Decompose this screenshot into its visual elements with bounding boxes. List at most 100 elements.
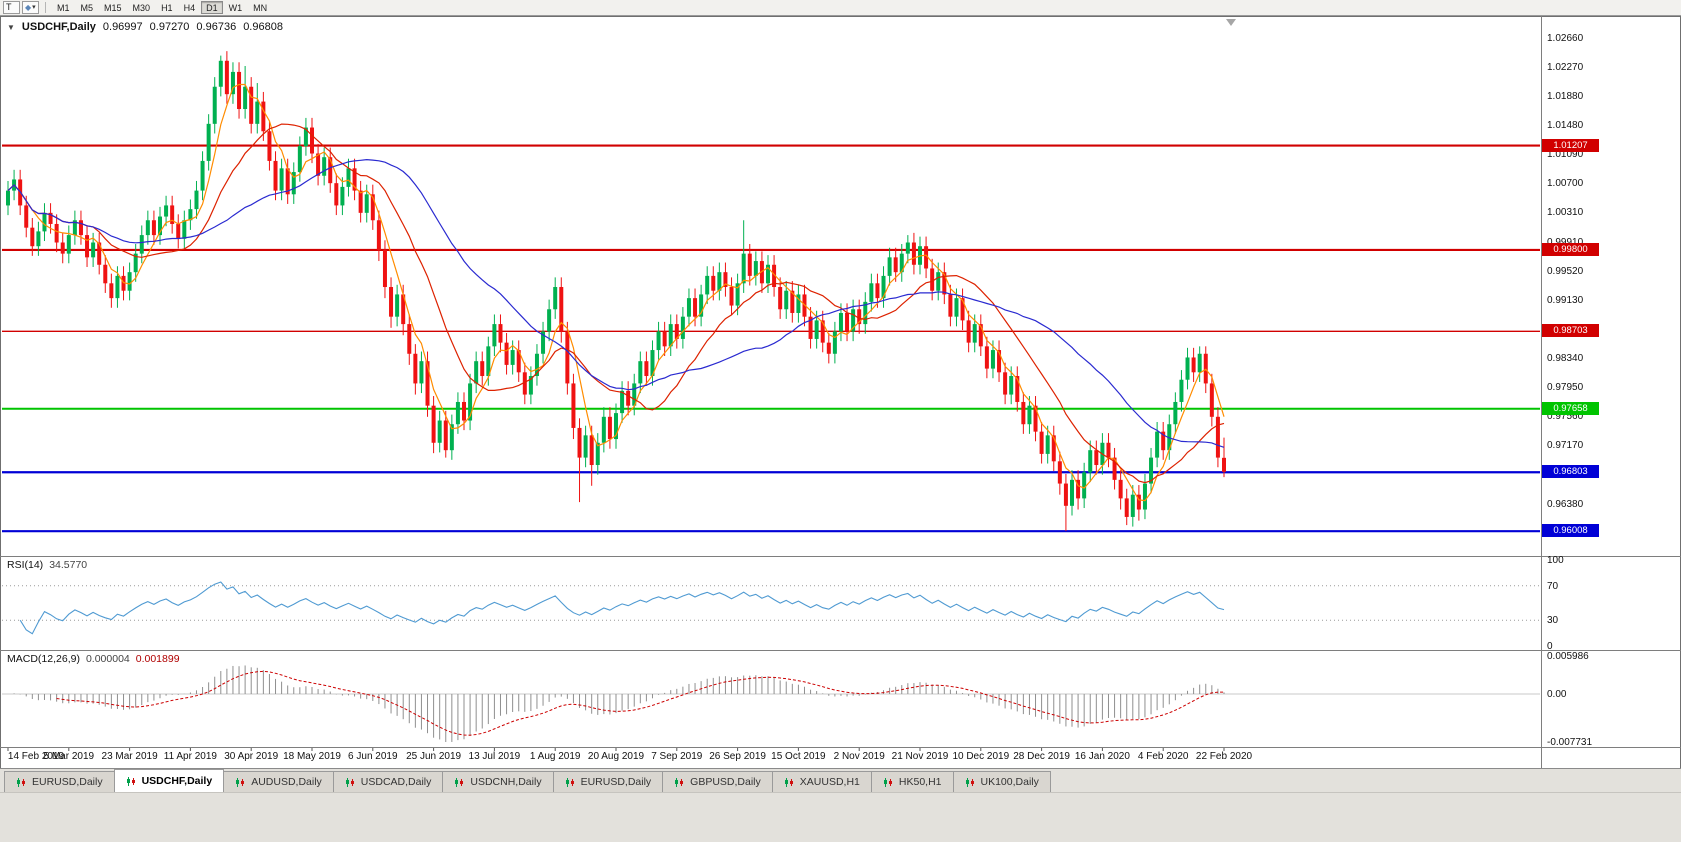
text-tool-button[interactable]: T bbox=[3, 1, 20, 14]
timeframe-button-h4[interactable]: H4 bbox=[179, 1, 201, 14]
candle-body bbox=[1142, 483, 1147, 510]
timeframe-button-h1[interactable]: H1 bbox=[156, 1, 178, 14]
candle-body bbox=[644, 361, 649, 377]
candle-body bbox=[395, 294, 400, 317]
panel-separator[interactable] bbox=[0, 650, 1681, 651]
candle-body bbox=[553, 287, 558, 310]
chart-tab-label: AUDUSD,Daily bbox=[251, 776, 322, 788]
candle-body bbox=[431, 405, 436, 443]
candle-body bbox=[662, 331, 667, 347]
candle-body bbox=[656, 331, 661, 351]
price-axis-label: 1.00700 bbox=[1547, 178, 1584, 190]
timeframe-button-d1[interactable]: D1 bbox=[201, 1, 223, 14]
candle-body bbox=[1039, 431, 1044, 454]
chart-tab-usdcnh-daily[interactable]: USDCNH,Daily bbox=[442, 771, 554, 792]
date-axis-label: 22 Feb 2020 bbox=[1195, 751, 1253, 762]
candle-body bbox=[358, 190, 363, 213]
candle-body bbox=[784, 290, 789, 310]
chart-symbol-label: USDCHF,Daily bbox=[21, 21, 96, 33]
candle-body bbox=[936, 272, 941, 291]
chart-tab-xauusd-h1[interactable]: XAUUSD,H1 bbox=[771, 771, 872, 792]
timeframe-button-m30[interactable]: M30 bbox=[128, 1, 156, 14]
candle-body bbox=[1051, 435, 1056, 462]
chart-tab-gbpusd-daily[interactable]: GBPUSD,Daily bbox=[662, 771, 773, 792]
candle-body bbox=[486, 346, 491, 377]
candle-body bbox=[1094, 450, 1099, 466]
candle-body bbox=[498, 324, 503, 343]
candle-body bbox=[297, 146, 302, 173]
shapes-icon: ◆ bbox=[25, 3, 32, 12]
candle-body bbox=[1167, 424, 1172, 451]
candle-body bbox=[1045, 435, 1050, 454]
candle-body bbox=[1130, 494, 1135, 517]
candle-body bbox=[200, 160, 205, 191]
candle-body bbox=[808, 316, 813, 339]
chart-tab-icon bbox=[455, 777, 464, 787]
candle-body bbox=[990, 350, 995, 369]
candle-body bbox=[510, 350, 515, 365]
one-click-trading-toggle[interactable]: ▼ bbox=[7, 22, 15, 32]
timeframe-button-w1[interactable]: W1 bbox=[224, 1, 248, 14]
candle-body bbox=[541, 331, 546, 354]
rsi-name: RSI(14) bbox=[7, 559, 44, 571]
price-line-tag: 0.97658 bbox=[1542, 401, 1599, 415]
chart-tab-usdcad-daily[interactable]: USDCAD,Daily bbox=[332, 771, 444, 792]
chart-tab-audusd-daily[interactable]: AUDUSD,Daily bbox=[223, 771, 334, 792]
candle-body bbox=[121, 275, 126, 291]
timeframe-button-m5[interactable]: M5 bbox=[76, 1, 99, 14]
candle-body bbox=[674, 324, 679, 339]
candle-body bbox=[1222, 457, 1226, 472]
price-axis-separator[interactable] bbox=[1541, 16, 1542, 768]
candle-body bbox=[24, 205, 29, 228]
candle-body bbox=[449, 424, 454, 451]
candle-body bbox=[705, 275, 710, 295]
candle-body bbox=[978, 324, 983, 347]
candle-body bbox=[747, 253, 752, 276]
candle-body bbox=[310, 127, 314, 154]
candle-body bbox=[759, 261, 764, 284]
chart-tab-eurusd-daily[interactable]: EURUSD,Daily bbox=[4, 771, 115, 792]
price-axis-label: 0.97950 bbox=[1547, 382, 1584, 394]
rsi-axis-label: 100 bbox=[1547, 555, 1564, 566]
chart-tab-icon bbox=[675, 777, 684, 787]
candle-body bbox=[960, 298, 965, 321]
candle-body bbox=[419, 361, 424, 384]
chart-tab-uk100-daily[interactable]: UK100,Daily bbox=[952, 771, 1051, 792]
chart-tab-usdchf-daily[interactable]: USDCHF,Daily bbox=[113, 769, 225, 792]
candle-body bbox=[224, 60, 229, 95]
candle-body bbox=[474, 361, 479, 384]
date-axis-label: 25 Jun 2019 bbox=[406, 751, 462, 762]
candle-body bbox=[826, 342, 831, 354]
candle-body bbox=[778, 287, 783, 310]
candle-body bbox=[230, 71, 235, 95]
rsi-value: 34.5770 bbox=[49, 559, 88, 571]
candle-body bbox=[1149, 457, 1154, 484]
candle-body bbox=[857, 309, 862, 325]
timeframe-button-m15[interactable]: M15 bbox=[99, 1, 127, 14]
shapes-tool-button[interactable]: ◆ ▾ bbox=[22, 1, 39, 14]
candle-body bbox=[139, 235, 144, 254]
candle-body bbox=[382, 249, 387, 288]
candle-body bbox=[516, 350, 521, 373]
candle-body bbox=[97, 242, 102, 265]
panel-separator[interactable] bbox=[0, 556, 1681, 557]
text-tool-label: T bbox=[6, 2, 12, 12]
candle-body bbox=[589, 435, 594, 466]
price-axis-label: 1.01480 bbox=[1547, 120, 1584, 132]
timeframe-button-mn[interactable]: MN bbox=[248, 1, 272, 14]
candle-body bbox=[753, 261, 758, 276]
chart-tab-hk50-h1[interactable]: HK50,H1 bbox=[870, 771, 954, 792]
candle-body bbox=[1027, 405, 1032, 425]
chart-tab-eurusd-daily[interactable]: EURUSD,Daily bbox=[552, 771, 664, 792]
candle-body bbox=[583, 435, 588, 458]
date-axis-label: 15 Oct 2019 bbox=[771, 751, 826, 762]
chart-tab-icon bbox=[565, 777, 574, 787]
candle-body bbox=[48, 212, 53, 224]
timeframe-button-m1[interactable]: M1 bbox=[52, 1, 75, 14]
candle-body bbox=[954, 298, 959, 317]
candle-body bbox=[693, 298, 698, 317]
macd-main-value: 0.000004 bbox=[85, 653, 130, 665]
chart-shift-marker[interactable] bbox=[1226, 19, 1236, 26]
candle-body bbox=[534, 353, 539, 377]
